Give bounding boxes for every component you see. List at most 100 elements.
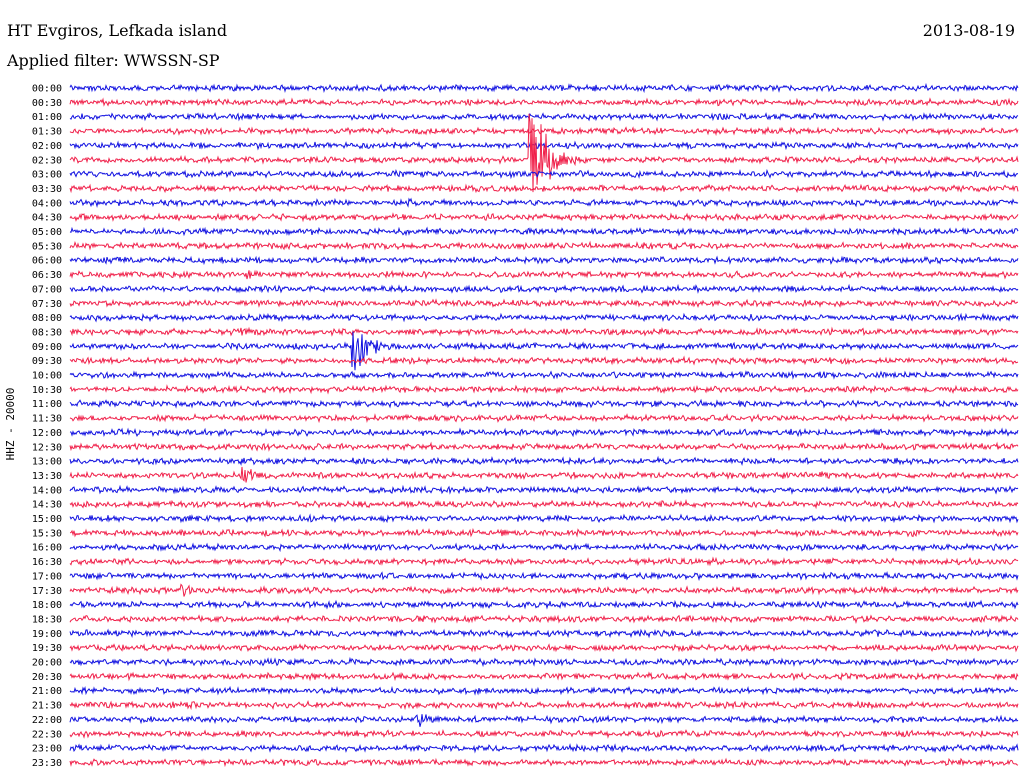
trace-row-1500 [69, 513, 1019, 524]
row-time-label: 02:00 [32, 141, 62, 152]
row-time-label: 09:30 [32, 356, 62, 367]
filter-label: Applied filter: WWSSN-SP [6, 51, 220, 70]
row-time-label: 11:00 [32, 399, 62, 410]
row-time-label: 17:30 [32, 586, 62, 597]
trace-row-0530 [69, 240, 1019, 251]
trace-row-0430 [69, 212, 1019, 223]
trace-row-1430 [69, 498, 1019, 510]
trace-row-1830 [69, 614, 1019, 624]
trace-row-0730 [69, 298, 1018, 308]
row-time-label: 21:00 [32, 686, 62, 697]
row-time-label: 08:30 [32, 327, 62, 338]
row-time-label: 18:30 [32, 614, 62, 625]
row-time-label: 04:30 [32, 213, 62, 224]
trace-row-1130 [69, 412, 1019, 424]
row-time-label: 13:00 [32, 457, 62, 468]
trace-row-0330 [69, 183, 1019, 194]
row-time-label: 05:00 [32, 227, 62, 238]
trace-row-1400 [69, 484, 1019, 495]
row-time-label: 12:00 [32, 428, 62, 439]
trace-row-1230 [69, 441, 1019, 452]
row-time-label: 17:00 [32, 571, 62, 582]
row-time-label: 18:00 [32, 600, 62, 611]
trace-row-0630 [69, 269, 1019, 280]
row-time-label: 11:30 [32, 414, 62, 425]
record-date: 2013-08-19 [923, 21, 1015, 40]
trace-row-0130 [69, 126, 1019, 137]
row-time-label: 08:00 [32, 313, 62, 324]
trace-row-2100 [69, 685, 1018, 696]
trace-row-1530 [69, 527, 1019, 538]
trace-row-2230 [69, 728, 1019, 739]
trace-row-0030 [69, 97, 1019, 108]
trace-row-1100 [69, 398, 1019, 409]
trace-row-2330 [69, 757, 1019, 768]
trace-row-0800 [69, 312, 1019, 323]
row-time-label: 19:00 [32, 629, 62, 640]
station-title: HT Evgiros, Lefkada island [7, 21, 227, 40]
row-time-label: 15:30 [32, 528, 62, 539]
trace-row-2030 [69, 671, 1019, 682]
row-time-label: 03:00 [32, 170, 62, 181]
trace-group [69, 82, 1019, 768]
tick-label-group: 00:00 00:30 01:00 01:30 02:00 02:30 03:00 03:30… [32, 84, 62, 769]
trace-row-0300 [69, 168, 1019, 180]
row-time-label: 12:30 [32, 442, 62, 453]
row-time-label: 20:00 [32, 658, 62, 669]
row-time-label: 04:00 [32, 198, 62, 209]
trace-row-0100 [69, 112, 1019, 122]
row-time-label: 07:30 [32, 299, 62, 310]
row-time-label: 06:30 [32, 270, 62, 281]
row-time-label: 00:00 [32, 84, 62, 95]
trace-row-0900 [69, 331, 1019, 371]
trace-row-2000 [69, 656, 1019, 668]
trace-row-1330 [69, 466, 1019, 483]
trace-row-1200 [69, 427, 1019, 438]
trace-row-1700 [69, 571, 1019, 582]
trace-row-1030 [69, 384, 1019, 395]
trace-row-1800 [69, 599, 1019, 610]
trace-row-2130 [69, 699, 1019, 711]
channel-axis-label: HHZ - 20000 [4, 388, 17, 461]
trace-row-0230 [69, 113, 1019, 193]
row-time-label: 23:00 [32, 744, 62, 755]
trace-row-0600 [69, 255, 1019, 266]
row-time-label: 22:30 [32, 729, 62, 740]
row-time-label: 19:30 [32, 643, 62, 654]
row-time-label: 02:30 [32, 155, 62, 166]
trace-row-0700 [69, 283, 1019, 294]
row-time-label: 20:30 [32, 672, 62, 683]
trace-row-1000 [69, 370, 1019, 380]
row-time-label: 16:30 [32, 557, 62, 568]
row-time-label: 21:30 [32, 701, 62, 712]
trace-row-2300 [69, 743, 1019, 754]
row-time-label: 10:30 [32, 385, 62, 396]
trace-row-0400 [69, 197, 1019, 209]
row-time-label: 10:00 [32, 371, 62, 382]
trace-row-0000 [69, 82, 1019, 94]
row-time-label: 22:00 [32, 715, 62, 726]
trace-row-1630 [69, 556, 1019, 567]
trace-row-0830 [69, 326, 1019, 337]
trace-row-0930 [69, 355, 1019, 366]
trace-row-1300 [69, 455, 1019, 466]
row-time-label: 14:30 [32, 500, 62, 511]
trace-row-1930 [69, 643, 1019, 653]
row-time-label: 03:30 [32, 184, 62, 195]
row-time-label: 06:00 [32, 256, 62, 267]
trace-row-1730 [69, 583, 1019, 597]
trace-row-1600 [69, 542, 1019, 553]
row-time-label: 05:30 [32, 241, 62, 252]
row-time-label: 15:00 [32, 514, 62, 525]
trace-row-0200 [69, 140, 1019, 151]
row-time-label: 13:30 [32, 471, 62, 482]
row-time-label: 01:00 [32, 112, 62, 123]
row-time-label: 00:30 [32, 98, 62, 109]
row-time-label: 23:30 [32, 758, 62, 769]
row-time-label: 14:00 [32, 485, 62, 496]
row-time-label: 16:00 [32, 543, 62, 554]
trace-row-0500 [69, 226, 1019, 237]
row-time-label: 01:30 [32, 127, 62, 138]
row-time-label: 09:00 [32, 342, 62, 353]
